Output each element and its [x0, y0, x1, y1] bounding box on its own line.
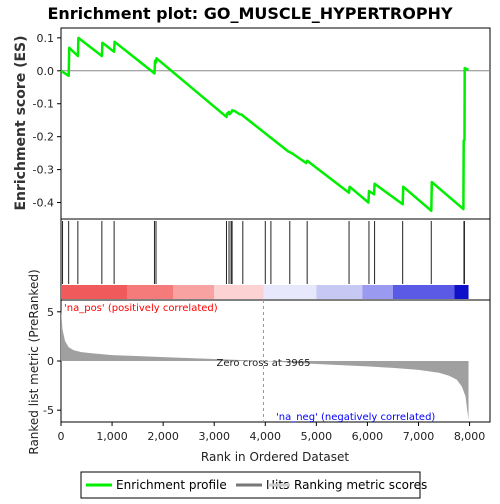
x-tick-label: 4,000 [250, 430, 282, 443]
x-tick-label: 5,000 [301, 430, 333, 443]
es-y-tick-label: 0.0 [37, 65, 55, 78]
ranked-y-ticks: 5 0 -5 [43, 306, 61, 417]
x-axis-label: Rank in Ordered Dataset [201, 450, 349, 464]
x-tick-label: 8,000 [454, 430, 486, 443]
rank-bar-segment [127, 285, 174, 299]
es-y-tick-label: -0.4 [33, 197, 54, 210]
x-tick-label: 3,000 [198, 430, 230, 443]
rank-color-bar [61, 285, 469, 299]
rank-bar-segment [214, 285, 264, 299]
es-y-axis-label: Enrichment score (ES) [13, 35, 29, 210]
ranked-y-axis-label: Ranked list metric (PreRanked) [27, 269, 41, 454]
x-tick-label: 1,000 [96, 430, 128, 443]
es-y-tick-label: -0.3 [33, 164, 54, 177]
x-tick-label: 2,000 [147, 430, 179, 443]
es-y-ticks: 0.1 0.0 -0.1 -0.2 -0.3 -0.4 [33, 32, 61, 210]
es-y-tick-label: -0.1 [33, 98, 54, 111]
es-y-tick-label: 0.1 [37, 32, 55, 45]
hit-markers [62, 221, 465, 284]
legend-ranking-label: Ranking metric scores [294, 478, 427, 492]
x-tick-label: 6,000 [352, 430, 384, 443]
positive-correlation-label: 'na_pos' (positively correlated) [64, 303, 218, 314]
legend-enrichment-label: Enrichment profile [116, 478, 227, 492]
rank-bar-segment [362, 285, 393, 299]
x-tick-label: 7,000 [403, 430, 435, 443]
x-axis-ticks: 0 1,000 2,000 3,000 4,000 5,000 6,000 7,000 8,00… [58, 422, 486, 443]
negative-correlation-label: 'na_neg' (negatively correlated) [276, 412, 435, 423]
ranked-y-tick-label: 0 [47, 355, 54, 368]
rank-bar-segment [263, 285, 317, 299]
enrichment-profile-line [60, 36, 469, 213]
chart-title: Enrichment plot: GO_MUSCLE_HYPERTROPHY [47, 4, 452, 23]
rank-bar-segment [454, 285, 469, 299]
ranked-y-tick-label: 5 [47, 306, 54, 319]
x-tick-label: 0 [58, 430, 65, 443]
rank-bar-segment [173, 285, 215, 299]
es-y-tick-label: -0.2 [33, 131, 54, 144]
zero-cross-label: Zero cross at 3965 [217, 358, 311, 369]
es-panel [60, 27, 491, 220]
ranked-y-tick-label: -5 [43, 404, 54, 417]
ranking-metric-area [61, 309, 469, 420]
rank-bar-segment [61, 285, 128, 299]
rank-bar-segment [316, 285, 363, 299]
rank-bar-segment [392, 285, 455, 299]
